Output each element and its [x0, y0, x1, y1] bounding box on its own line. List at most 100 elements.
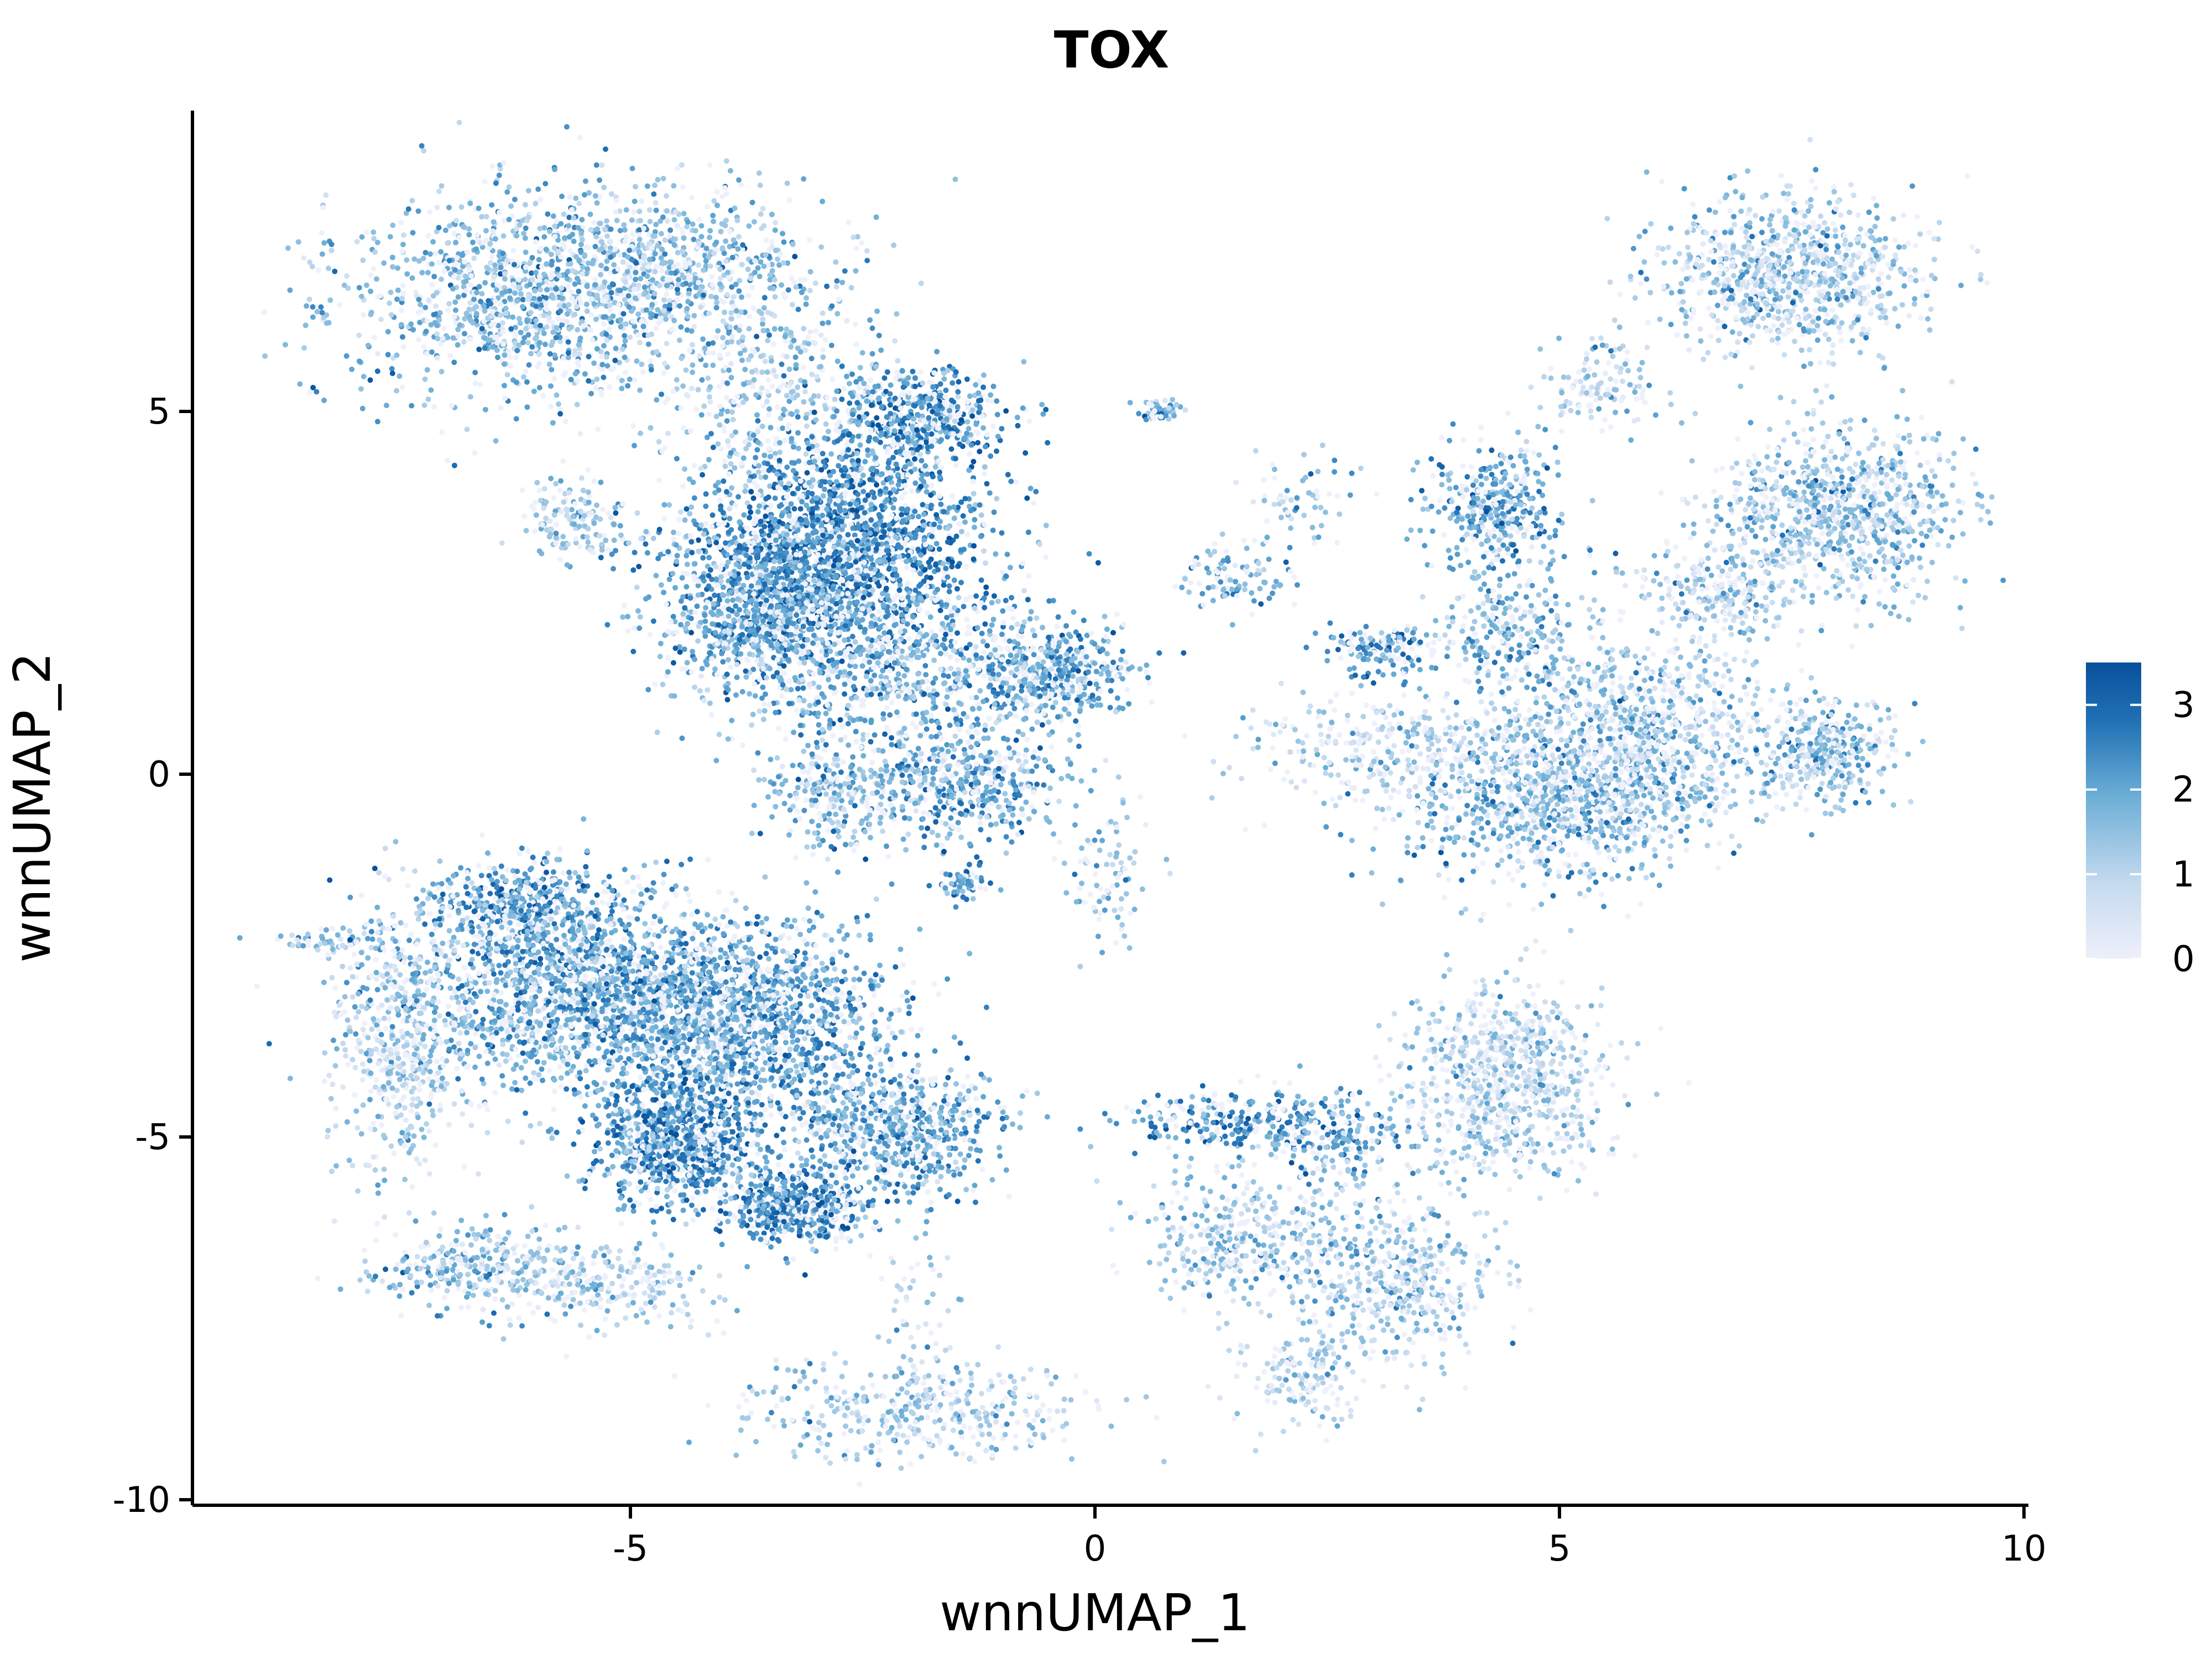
cell-point	[566, 234, 572, 240]
cell-point	[635, 311, 641, 317]
cell-point	[691, 495, 697, 501]
cell-point	[566, 302, 572, 308]
cell-point	[792, 354, 799, 360]
cell-point	[394, 388, 400, 394]
cell-point	[653, 207, 659, 213]
cell-point	[711, 198, 717, 204]
cell-point	[901, 540, 907, 546]
cell-point	[888, 531, 894, 537]
cell-point	[933, 512, 940, 518]
cell-point	[769, 383, 775, 389]
cell-point	[557, 338, 564, 345]
cell-point	[773, 220, 779, 226]
cell-point	[653, 200, 659, 206]
cell-point	[612, 246, 618, 252]
cell-point	[565, 339, 571, 345]
cell-point	[638, 275, 644, 281]
cell-point	[912, 440, 918, 446]
cell-point	[742, 309, 748, 315]
cell-point	[824, 283, 830, 289]
cell-point	[942, 394, 948, 400]
cell-point	[670, 571, 676, 577]
cell-point	[754, 333, 760, 340]
cell-point	[607, 307, 613, 313]
cell-point	[756, 463, 762, 469]
cell-point	[680, 616, 686, 622]
cell-point	[587, 211, 593, 217]
cell-point	[652, 251, 658, 257]
cell-point	[982, 471, 988, 477]
cell-point	[700, 555, 706, 561]
cell-point	[815, 447, 821, 453]
cell-point	[591, 220, 597, 226]
cell-point	[395, 287, 401, 293]
cell-point	[494, 281, 500, 288]
cell-point	[578, 230, 585, 236]
cell-point	[807, 329, 813, 335]
cell-point	[707, 234, 713, 241]
cell-point	[834, 408, 840, 414]
cell-point	[928, 431, 935, 437]
cell-point	[834, 278, 840, 284]
cell-point	[399, 248, 405, 254]
cell-point	[510, 314, 516, 320]
cell-point	[1030, 500, 1036, 506]
cell-point	[717, 266, 723, 272]
cell-point	[403, 210, 409, 216]
cell-point	[912, 508, 918, 514]
cell-point	[448, 403, 455, 409]
cell-point	[580, 279, 586, 285]
cell-point	[874, 308, 880, 314]
cell-point	[982, 464, 988, 470]
cell-point	[806, 341, 811, 347]
cell-point	[860, 516, 867, 522]
cell-point	[726, 529, 732, 535]
cell-point	[541, 312, 547, 319]
cell-point	[520, 304, 525, 310]
cell-point	[755, 469, 761, 475]
cell-point	[326, 320, 332, 326]
cell-point	[760, 321, 765, 327]
cell-point	[709, 512, 716, 518]
cell-point	[743, 483, 749, 489]
cell-point	[838, 519, 844, 525]
cell-point	[690, 369, 696, 375]
cell-point	[868, 377, 874, 383]
cell-point	[777, 552, 783, 559]
cell-point	[658, 265, 664, 271]
chart-title: TOX	[1054, 20, 1170, 80]
cell-point	[431, 274, 437, 279]
cell-point	[684, 392, 690, 398]
cell-point	[734, 217, 740, 223]
cell-point	[436, 225, 442, 231]
cell-point	[828, 451, 834, 457]
cell-point	[385, 328, 391, 335]
cell-point	[787, 197, 792, 203]
cell-point	[682, 517, 688, 523]
cell-point	[698, 465, 704, 471]
cell-point	[523, 202, 528, 208]
cell-point	[471, 296, 477, 302]
cell-point	[476, 205, 482, 211]
cell-point	[655, 242, 661, 248]
cell-point	[527, 281, 533, 288]
cell-point	[955, 564, 961, 569]
cell-point	[503, 310, 509, 316]
cell-point	[850, 551, 855, 557]
cell-point	[637, 208, 643, 215]
cell-point	[431, 404, 437, 410]
cell-point	[764, 369, 770, 375]
cell-point	[613, 346, 619, 352]
cell-point	[452, 262, 458, 268]
cell-point	[482, 308, 488, 314]
cell-point	[891, 428, 898, 434]
cell-point	[829, 303, 835, 309]
cell-point	[804, 423, 810, 429]
cell-point	[549, 292, 555, 298]
cell-point	[718, 228, 724, 234]
cell-point	[777, 449, 783, 455]
cell-point	[927, 575, 933, 581]
cell-point	[900, 392, 906, 398]
cell-point	[1020, 560, 1026, 566]
cell-point	[629, 257, 635, 263]
